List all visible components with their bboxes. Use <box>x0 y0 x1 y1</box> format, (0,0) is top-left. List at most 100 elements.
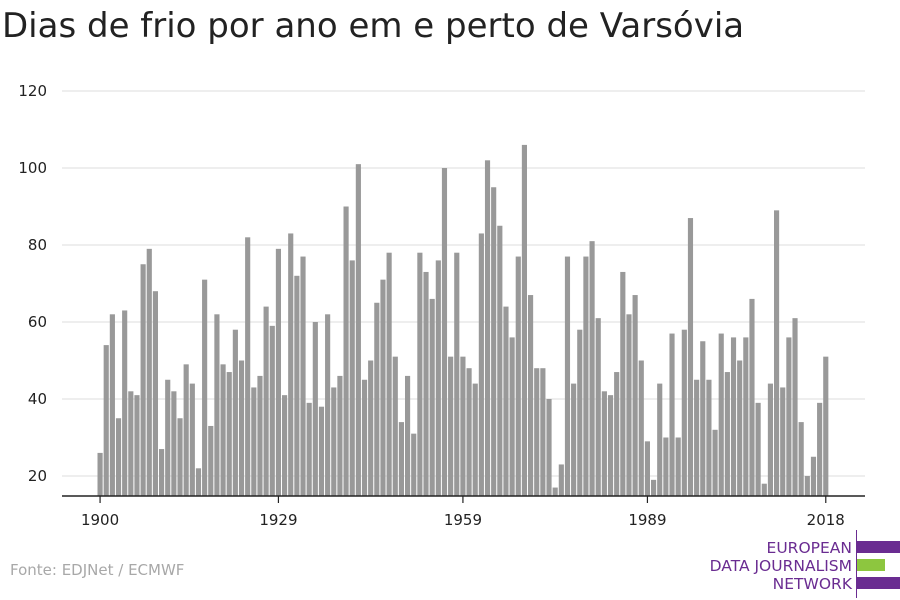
bar-1926 <box>257 375 263 496</box>
bar-1956 <box>441 168 448 496</box>
bar-1934 <box>306 402 312 496</box>
bar-2004 <box>737 360 743 496</box>
bar-1909 <box>152 291 158 496</box>
bar-2003 <box>730 337 737 496</box>
bar-1947 <box>386 252 392 496</box>
bar-1976 <box>564 256 571 496</box>
bar-1923 <box>238 360 245 496</box>
bar-2001 <box>718 333 724 496</box>
bar-1933 <box>300 256 306 496</box>
bar-1983 <box>607 395 614 496</box>
bar-1901 <box>103 345 109 496</box>
y-tick-label-80: 80 <box>28 236 47 254</box>
x-ticks: 1900 1929 1959 1989 2018 <box>81 496 845 529</box>
bar-1960 <box>466 368 472 496</box>
chart-title: Dias de frio por ano em e perto de Varsó… <box>2 6 745 46</box>
bar-2017 <box>817 402 823 496</box>
bar-1936 <box>318 406 325 496</box>
bar-1903 <box>115 418 122 496</box>
bar-1997 <box>694 379 700 496</box>
bar-1928 <box>269 325 275 496</box>
bar-1987 <box>632 295 638 496</box>
bar-1952 <box>417 252 423 496</box>
bar-1911 <box>165 379 171 496</box>
bar-1954 <box>429 298 435 496</box>
bar-1938 <box>331 387 337 496</box>
bar-1959 <box>460 356 466 496</box>
bar-1965 <box>497 225 503 496</box>
bar-1932 <box>294 275 300 496</box>
bar-1950 <box>405 375 411 496</box>
y-tick-label-20: 20 <box>28 467 47 485</box>
bar-1912 <box>171 391 177 496</box>
bar-1982 <box>601 391 607 496</box>
bar-1978 <box>577 329 583 496</box>
bar-1944 <box>368 360 374 496</box>
bar-1917 <box>202 279 208 496</box>
y-tick-label-40: 40 <box>28 390 47 408</box>
bar-1988 <box>638 360 644 496</box>
bar-1989 <box>644 441 650 496</box>
bar-1968 <box>515 256 521 496</box>
bar-1948 <box>392 356 398 496</box>
bar-1971 <box>534 368 540 496</box>
bar-2011 <box>780 387 786 496</box>
bar-1963 <box>484 160 491 497</box>
bar-2008 <box>761 483 767 496</box>
bar-2006 <box>749 298 755 496</box>
bar-1916 <box>195 468 202 496</box>
bar-1992 <box>663 437 669 496</box>
y-tick-label-100: 100 <box>18 159 47 177</box>
x-tick-label-1959: 1959 <box>444 511 482 529</box>
bar-2005 <box>743 337 749 496</box>
bar-1972 <box>540 368 546 496</box>
bar-1962 <box>478 233 484 496</box>
edjnet-logo: EUROPEAN DATA JOURNALISM NETWORK <box>700 530 900 600</box>
bar-1904 <box>122 310 128 496</box>
bar-2015 <box>804 476 810 496</box>
bar-1942 <box>355 164 361 496</box>
logo-rule <box>856 530 857 598</box>
bar-2018 <box>823 356 829 496</box>
bar-1984 <box>614 372 620 496</box>
bar-1919 <box>214 314 220 496</box>
bar-1995 <box>681 329 687 496</box>
bar-1907 <box>140 264 146 496</box>
bar-1991 <box>657 383 663 496</box>
bar-1970 <box>528 295 534 496</box>
bar-1966 <box>503 306 509 496</box>
bar-1977 <box>571 383 577 496</box>
bar-1941 <box>349 260 355 496</box>
bar-1910 <box>159 449 165 496</box>
bar-1914 <box>183 364 189 496</box>
bar-1905 <box>128 391 134 496</box>
bar-1985 <box>620 271 626 496</box>
bar-1906 <box>134 395 140 496</box>
bar-1945 <box>374 302 380 496</box>
source-note: Fonte: EDJNet / ECMWF <box>10 561 185 579</box>
bar-1953 <box>423 271 429 496</box>
logo-bar-purple-bottom <box>857 577 900 589</box>
bar-1994 <box>675 437 681 496</box>
bar-1929 <box>275 248 281 496</box>
bar-1973 <box>546 399 552 496</box>
bar-1924 <box>245 237 251 497</box>
bar-1979 <box>583 256 589 496</box>
bar-1998 <box>700 341 706 496</box>
bar-1939 <box>337 375 343 496</box>
bar-2014 <box>798 422 804 496</box>
bar-1946 <box>380 279 386 496</box>
bar-1922 <box>232 329 238 496</box>
bar-1964 <box>491 187 497 496</box>
bar-1999 <box>706 379 712 496</box>
bar-1931 <box>288 233 294 496</box>
bar-1990 <box>651 479 657 496</box>
logo-line-3: NETWORK <box>772 575 852 593</box>
bar-2010 <box>774 210 780 496</box>
bar-1930 <box>282 395 288 496</box>
logo-line-1: EUROPEAN <box>766 539 852 557</box>
bar-1927 <box>263 306 269 496</box>
bar-1900 <box>97 452 103 496</box>
bar-1921 <box>226 372 232 496</box>
